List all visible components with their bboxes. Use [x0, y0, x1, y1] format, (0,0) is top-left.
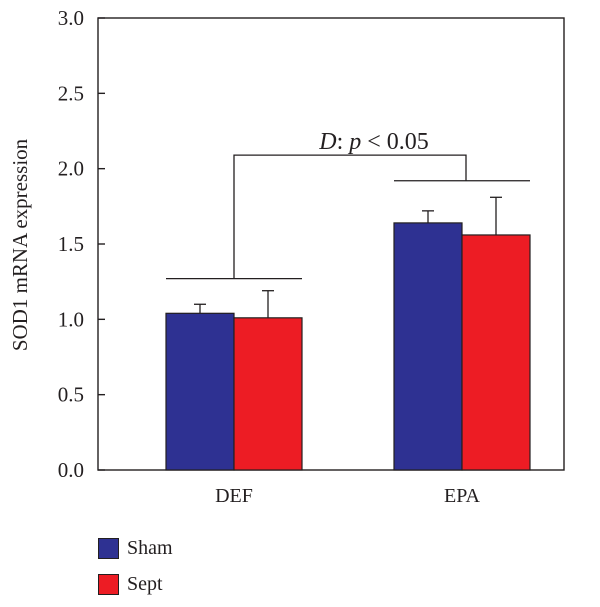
legend-swatch-sept — [98, 573, 119, 595]
y-tick-label: 0.5 — [58, 383, 84, 407]
bar-sept-epa — [461, 234, 531, 471]
legend-label-sept: Sept — [127, 572, 163, 595]
y-tick-label: 1.0 — [58, 307, 84, 331]
legend: Sham Sept — [98, 535, 173, 607]
bar-sham-def — [165, 312, 235, 471]
y-tick-label: 1.5 — [58, 232, 84, 256]
annotation-variable: D — [318, 129, 336, 155]
y-tick-label: 2.0 — [58, 157, 84, 181]
bar-sham-epa — [393, 222, 463, 471]
annotation-rest: < 0.05 — [361, 129, 429, 155]
x-tick-label: EPA — [444, 485, 481, 507]
x-tick-label: DEF — [215, 485, 253, 507]
y-tick-label: 0.0 — [58, 458, 84, 482]
legend-label-sham: Sham — [127, 536, 173, 559]
significance-annotation: D: p < 0.05 — [318, 129, 429, 155]
annotation-p: p — [347, 129, 361, 155]
y-axis-label: SOD1 mRNA expression — [8, 138, 32, 351]
legend-swatch-sham — [98, 537, 119, 559]
legend-item-sham: Sham — [98, 535, 173, 561]
y-tick-label: 3.0 — [58, 6, 84, 30]
annotation-separator: : — [337, 129, 344, 155]
legend-item-sept: Sept — [98, 571, 173, 597]
significance-bracket — [233, 154, 467, 279]
y-tick-label: 2.5 — [58, 81, 84, 105]
bar-sept-def — [233, 317, 303, 471]
